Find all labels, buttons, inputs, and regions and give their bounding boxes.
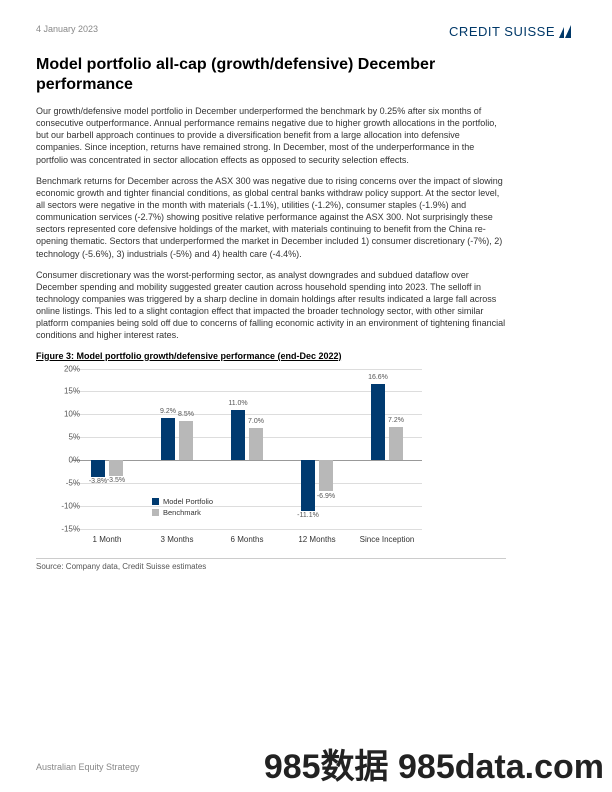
bar — [109, 460, 123, 476]
paragraph-2: Benchmark returns for December across th… — [36, 175, 506, 260]
sails-icon — [558, 25, 576, 39]
x-axis-label: 1 Month — [72, 535, 142, 544]
brand-logo: CREDIT SUISSE — [449, 24, 576, 39]
bar-value-label: -6.9% — [311, 493, 341, 500]
y-axis-label: 15% — [50, 387, 80, 396]
page-header: 4 January 2023 CREDIT SUISSE — [36, 24, 576, 39]
x-axis-label: 3 Months — [142, 535, 212, 544]
y-axis-label: -10% — [50, 501, 80, 510]
bar — [301, 460, 315, 511]
bar — [249, 428, 263, 460]
y-axis-label: 0% — [50, 455, 80, 464]
bar-value-label: 16.6% — [363, 374, 393, 381]
figure-source: Source: Company data, Credit Suisse esti… — [36, 558, 506, 571]
y-axis-label: -15% — [50, 524, 80, 533]
paragraph-1: Our growth/defensive model portfolio in … — [36, 105, 506, 166]
brand-text: CREDIT SUISSE — [449, 24, 555, 39]
performance-chart: -3.8%-3.5%9.2%8.5%11.0%7.0%-11.1%-6.9%16… — [36, 365, 436, 555]
bar-value-label: -3.5% — [101, 477, 131, 484]
x-axis-label: Since Inception — [352, 535, 422, 544]
figure-title: Figure 3: Model portfolio growth/defensi… — [36, 351, 576, 361]
y-axis-label: -5% — [50, 478, 80, 487]
bar-value-label: -11.1% — [293, 512, 323, 519]
watermark: 985数据 985data.com — [264, 739, 604, 788]
legend-label: Model Portfolio — [163, 497, 213, 506]
x-axis-label: 6 Months — [212, 535, 282, 544]
y-axis-label: 5% — [50, 433, 80, 442]
x-axis-label: 12 Months — [282, 535, 352, 544]
page-footer: Australian Equity Strategy — [36, 762, 140, 772]
y-axis-label: 20% — [50, 364, 80, 373]
bar-value-label: 7.0% — [241, 418, 271, 425]
report-date: 4 January 2023 — [36, 24, 98, 34]
bar-value-label: 11.0% — [223, 400, 253, 407]
legend-label: Benchmark — [163, 508, 201, 517]
bar — [161, 418, 175, 460]
bar — [179, 421, 193, 460]
bar — [389, 427, 403, 460]
chart-legend: Model Portfolio Benchmark — [152, 497, 213, 519]
bar-value-label: 8.5% — [171, 411, 201, 418]
y-axis-label: 10% — [50, 410, 80, 419]
paragraph-3: Consumer discretionary was the worst-per… — [36, 269, 506, 342]
bar — [319, 460, 333, 492]
bar — [91, 460, 105, 477]
page-title: Model portfolio all-cap (growth/defensiv… — [36, 55, 466, 95]
bar-value-label: 7.2% — [381, 417, 411, 424]
